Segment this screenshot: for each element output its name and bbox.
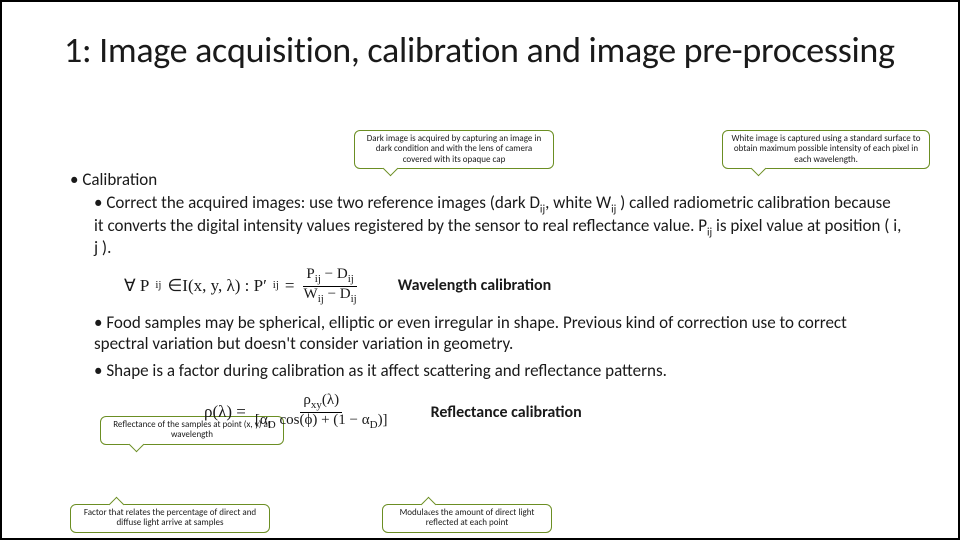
eq-text: − D [321, 266, 348, 282]
numerator: Pij − Dij [303, 267, 356, 287]
eq-sub: D [370, 419, 378, 431]
callout-white-image: White image is captured using a standard… [722, 130, 930, 169]
slide-title: 1: Image acquisition, calibration and im… [64, 30, 904, 70]
callout-modulates: Modulates the amount of direct light ref… [382, 504, 552, 533]
eq-text: )] [378, 412, 388, 428]
eq-text: W [304, 286, 318, 302]
eq-sub: ij [348, 273, 354, 285]
equation-row-reflectance: ρ(λ) = ρxy(λ) [αD cos(ϕ) + (1 − αD)] Ref… [204, 393, 904, 431]
fraction: Pij − Dij Wij − Dij [301, 267, 360, 305]
eq-sub: xy [311, 399, 322, 411]
eq-sub: ij [351, 293, 357, 305]
eq-text: cos(ϕ) + (1 − α [276, 412, 370, 428]
eq-sub: ij [273, 279, 279, 292]
text-fragment: Correct the acquired images: use two ref… [106, 192, 540, 213]
formula-radiometric: ∀ Pij∈I(x, y, λ) : P′ij = Pij − Dij Wij … [124, 267, 360, 305]
eq-text: P [306, 266, 314, 282]
eq-sub: D [268, 419, 276, 431]
denominator: Wij − Dij [301, 287, 360, 306]
eq-text: = [285, 276, 295, 297]
callout-factor: Factor that relates the percentage of di… [70, 504, 270, 533]
callout-dark-image: Dark image is acquired by capturing an i… [354, 130, 554, 169]
label-reflectance-calibration: Reflectance calibration [431, 403, 582, 423]
section-heading: Calibration [70, 170, 904, 191]
eq-text: ρ(λ) = [204, 402, 246, 423]
denominator: [αD cos(ϕ) + (1 − αD)] [252, 413, 391, 432]
eq-text: ρ [303, 392, 311, 408]
eq-sub: ij [155, 279, 161, 292]
eq-text: − D [324, 286, 351, 302]
bullet-shape-factor: Shape is a factor during calibration as … [94, 361, 904, 382]
eq-text: (λ) [322, 392, 339, 408]
text-fragment: , white W [545, 192, 611, 213]
slide-frame: 1: Image acquisition, calibration and im… [0, 0, 960, 540]
eq-text: [α [255, 412, 268, 428]
label-wavelength-calibration: Wavelength calibration [398, 276, 551, 296]
bullet-correct-images: Correct the acquired images: use two ref… [94, 193, 904, 259]
eq-text: ∈I(x, y, λ) : P′ [167, 276, 266, 297]
equation-row-wavelength: ∀ Pij∈I(x, y, λ) : P′ij = Pij − Dij Wij … [124, 267, 904, 305]
formula-reflectance: ρ(λ) = ρxy(λ) [αD cos(ϕ) + (1 − αD)] [204, 393, 391, 431]
bullet-food-samples: Food samples may be spherical, elliptic … [94, 313, 904, 354]
numerator: ρxy(λ) [300, 393, 342, 413]
fraction: ρxy(λ) [αD cos(ϕ) + (1 − αD)] [252, 393, 391, 431]
content-area: Calibration Correct the acquired images:… [64, 170, 904, 431]
eq-text: ∀ P [124, 276, 149, 297]
